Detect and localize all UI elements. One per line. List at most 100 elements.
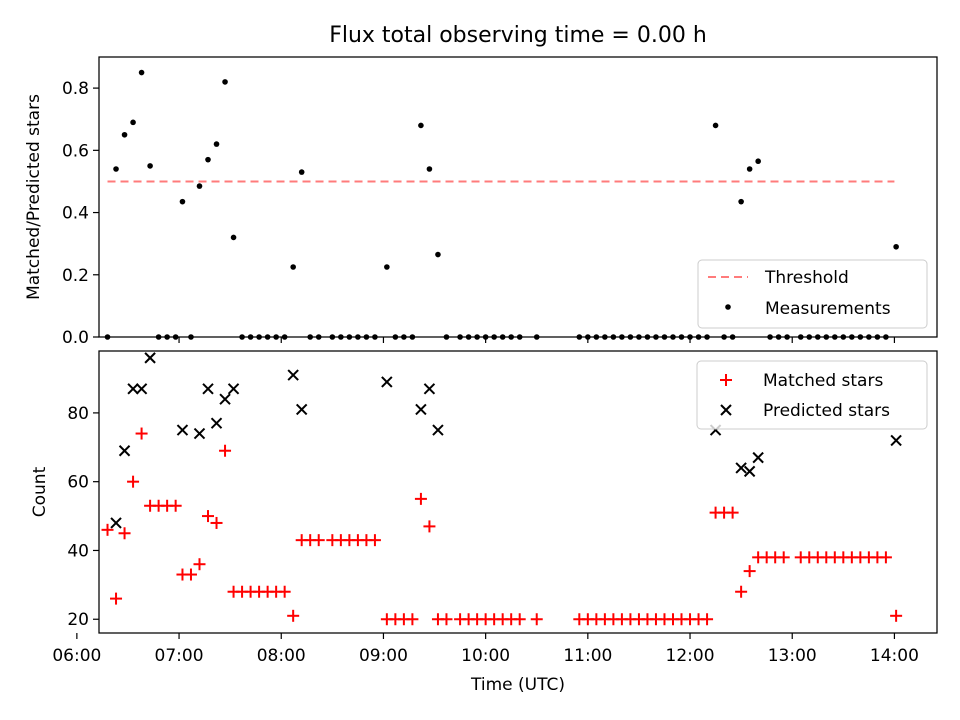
top-y-axis-label: Matched/Predicted stars — [24, 94, 44, 300]
predicted-star-point — [135, 383, 148, 395]
bottom-y-ticks: 20 40 60 80 — [67, 404, 99, 630]
matched-star-point — [368, 534, 381, 547]
bottom-legend: Matched stars Predicted stars — [696, 360, 928, 430]
predicted-star-point — [735, 462, 747, 474]
y-tick-label: 0.0 — [62, 328, 89, 348]
predicted-star-point — [210, 417, 223, 429]
x-tick-label: 11:00 — [563, 646, 612, 666]
measurement-point — [738, 198, 744, 205]
measurement-point — [222, 79, 228, 85]
predicted-star-point — [752, 451, 764, 464]
predicted-star-point — [227, 383, 240, 395]
matched-star-point — [513, 613, 526, 626]
matched-star-point — [423, 520, 436, 533]
predicted-star-point — [743, 465, 756, 478]
measurement-point — [746, 166, 753, 172]
measurement-point — [205, 156, 211, 163]
matched-star-point — [890, 609, 903, 622]
matched-star-point — [414, 492, 427, 505]
x-tick-label: 08:00 — [257, 646, 306, 666]
bottom-legend-box — [696, 360, 928, 430]
predicted-star-point — [219, 393, 231, 405]
matched-star-point — [530, 613, 543, 626]
matched-star-point — [202, 510, 215, 523]
matched-star-point — [101, 523, 114, 536]
x-tick-label: 12:00 — [666, 646, 715, 666]
legend-measurements-label: Measurements — [765, 299, 891, 319]
matched-star-point — [210, 516, 223, 529]
matched-star-point — [312, 534, 325, 547]
y-tick-label: 0.8 — [62, 79, 89, 99]
measurement-point — [712, 122, 719, 129]
measurement-point — [130, 119, 136, 126]
predicted-star-point — [127, 383, 139, 395]
matched-star-point — [278, 585, 291, 598]
legend-predicted-label: Predicted stars — [763, 401, 890, 421]
legend-threshold-label: Threshold — [764, 268, 849, 288]
measurement-point — [384, 264, 390, 270]
measurement-point — [418, 122, 424, 129]
measurement-point — [179, 198, 186, 205]
predicted-star-point — [423, 383, 436, 395]
x-tick-label: 10:00 — [461, 646, 510, 666]
measurement-point — [147, 163, 153, 169]
predicted-star-point — [118, 445, 131, 457]
predicted-star-point — [193, 427, 206, 440]
measurement-point — [113, 166, 119, 172]
measurement-point — [755, 158, 761, 165]
measurement-point — [138, 69, 145, 76]
matched-star-point — [135, 427, 148, 440]
matched-star-point — [440, 613, 453, 626]
x-axis-label: Time (UTC) — [470, 675, 565, 695]
measurement-point — [435, 251, 441, 258]
predicted-star-point — [295, 403, 308, 416]
top-x-ticks — [178, 337, 896, 343]
matched-star-point — [735, 585, 748, 598]
matched-star-point — [701, 613, 714, 626]
predicted-star-point — [890, 434, 902, 447]
top-legend-box — [697, 259, 928, 329]
matched-star-point — [110, 592, 123, 605]
matched-star-point — [406, 613, 419, 626]
legend-matched-swatch — [720, 374, 732, 386]
y-tick-label: 20 — [67, 610, 89, 630]
top-y-ticks: 0.0 0.2 0.4 0.6 0.8 — [62, 79, 99, 348]
measurement-point — [213, 141, 220, 147]
chart-title: Flux total observing time = 0.00 h — [329, 23, 707, 48]
top-legend: Threshold Measurements — [697, 259, 928, 329]
bottom-marks — [101, 352, 903, 626]
matched-star-point — [127, 475, 140, 488]
top-panel: 0.00.20.40.60.8 Matched/Predicted stars … — [24, 56, 938, 348]
y-tick-label: 0.2 — [62, 266, 89, 286]
y-tick-label: 0.4 — [62, 204, 89, 224]
predicted-star-point — [287, 369, 299, 381]
bottom-x-ticks: 06:00 07:00 08:00 09:00 10:00 11:00 12:00 13:00… — [52, 633, 919, 666]
predicted-star-point — [176, 424, 189, 436]
x-tick-label: 09:00 — [359, 646, 408, 666]
measurement-point — [230, 234, 237, 241]
measurement-point — [426, 166, 433, 172]
measurement-point — [290, 264, 296, 270]
matched-star-point — [193, 558, 206, 571]
measurement-point — [893, 243, 899, 250]
predicted-star-point — [415, 403, 427, 416]
bottom-panel: 20 40 60 80 06:00 07:00 08:00 09:00 10:00 11:00 1… — [30, 350, 938, 695]
matched-star-point — [287, 609, 300, 622]
bottom-y-axis-label: Count — [30, 466, 50, 517]
predicted-star-point — [202, 383, 214, 395]
measurement-point — [196, 183, 203, 189]
matched-star-point — [743, 565, 756, 578]
y-tick-label: 0.6 — [62, 141, 89, 161]
predicted-star-point — [110, 517, 122, 529]
predicted-star-point — [144, 352, 156, 364]
y-tick-label: 40 — [67, 541, 89, 561]
matched-star-point — [879, 551, 892, 564]
top-axes-frame — [98, 56, 938, 338]
x-tick-label: 07:00 — [155, 646, 204, 666]
matched-star-point — [726, 506, 739, 519]
bottom-axes-frame — [98, 350, 938, 634]
legend-predicted-swatch — [720, 404, 732, 416]
matched-star-point — [184, 568, 197, 581]
